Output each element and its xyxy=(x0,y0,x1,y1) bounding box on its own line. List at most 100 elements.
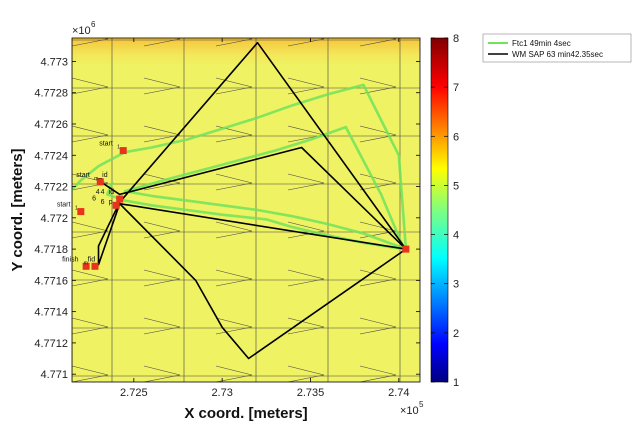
y-tick-label: 4.773 xyxy=(40,56,68,68)
x-tick-label: 2.73 xyxy=(211,387,232,399)
marker-label-sub: m xyxy=(94,176,98,182)
colorbar-ticks: 1 2 3 4 5 6 7 8 xyxy=(431,33,459,389)
field-arrow xyxy=(143,77,181,95)
field-arrow xyxy=(359,38,397,47)
y-tick-label: 4.772 xyxy=(40,213,68,225)
marker-label-sub: m xyxy=(84,260,88,266)
field-arrow xyxy=(143,38,181,47)
y-axis-label: Y coord. [meters] xyxy=(9,148,26,271)
cluster-annotation: id xyxy=(109,189,115,196)
legend-label-ftc1: Ftc1 49min 4sec xyxy=(512,39,571,48)
marker-label-suffix: fid xyxy=(88,256,96,263)
marker-label: 4 xyxy=(96,189,100,196)
field-arrow xyxy=(143,173,181,191)
x-axis-label: X coord. [meters] xyxy=(184,405,307,422)
x-tick-label: 2.74 xyxy=(388,387,409,399)
colorbar-tick-label: 6 xyxy=(453,131,459,143)
y-tick-label: 4.7716 xyxy=(34,275,68,287)
colorbar-tick-label: 5 xyxy=(453,180,459,192)
marker-point xyxy=(77,208,85,216)
field-arrow xyxy=(359,125,397,143)
field-arrow xyxy=(72,221,109,239)
field-arrow xyxy=(143,365,181,382)
field-arrow xyxy=(215,365,253,382)
marker-label: start xyxy=(99,141,113,148)
field-arrow xyxy=(215,173,253,191)
x-axis: 2.725 2.73 2.735 2.74 xyxy=(120,38,410,399)
field-arrow xyxy=(143,125,181,143)
colorbar-tick-label: 2 xyxy=(453,328,459,340)
field-arrow xyxy=(215,125,253,143)
marker-label-sub: 1 xyxy=(117,145,120,151)
field-arrow xyxy=(72,365,109,382)
field-arrow xyxy=(72,125,109,143)
field-arrow xyxy=(287,77,325,95)
plot-top-band xyxy=(72,38,420,66)
y-axis: 4.771 4.7712 4.7714 4.7716 4.7718 4.772 4.7722… xyxy=(34,56,420,381)
marker-label: start xyxy=(57,202,71,209)
field-arrow xyxy=(72,317,109,335)
cluster-annotation: 6 xyxy=(101,199,105,206)
legend-box xyxy=(482,33,632,63)
field-arrow xyxy=(72,269,109,287)
field-arrow xyxy=(287,38,325,47)
series-line-ftc1 xyxy=(72,83,408,251)
y-tick-label: 4.7722 xyxy=(34,182,68,194)
colorbar xyxy=(430,37,449,383)
field-arrow xyxy=(359,317,397,335)
field-arrow xyxy=(143,269,181,287)
field-arrow xyxy=(72,77,109,95)
legend: Ftc1 49min 4sec WM SAP 63 min42.35sec xyxy=(482,33,632,63)
y-axis-multiplier-exp: 6 xyxy=(91,20,96,29)
marker-label: 6 xyxy=(92,195,96,202)
field-arrow xyxy=(143,317,181,335)
marker-label: start xyxy=(76,172,90,179)
marker-point xyxy=(119,147,127,155)
field-arrow xyxy=(215,38,253,47)
colorbar-tick-label: 8 xyxy=(453,33,459,45)
field-arrow xyxy=(287,173,325,191)
marker-point xyxy=(91,262,99,270)
marker-point xyxy=(116,195,124,203)
colorbar-tick-label: 4 xyxy=(453,230,459,242)
field-arrow xyxy=(287,221,325,239)
marker-point xyxy=(82,262,90,270)
y-tick-label: 4.7728 xyxy=(34,88,68,100)
marker-label-sub: 1 xyxy=(75,206,78,212)
field-arrow xyxy=(215,317,253,335)
y-tick-label: 4.7714 xyxy=(34,307,68,319)
field-arrow xyxy=(215,269,253,287)
field-arrow xyxy=(72,38,109,47)
series-layer xyxy=(72,41,408,360)
vector-field xyxy=(72,38,420,382)
x-axis-multiplier: ×10 xyxy=(400,405,419,417)
colorbar-tick-label: 3 xyxy=(453,279,459,291)
colorbar-tick-label: 7 xyxy=(453,82,459,94)
field-arrow xyxy=(359,365,397,382)
legend-label-wm-sap: WM SAP 63 min42.35sec xyxy=(512,50,603,59)
field-arrow xyxy=(215,221,253,239)
field-arrow xyxy=(215,77,253,95)
x-axis-multiplier-exp: 5 xyxy=(419,400,424,409)
series-line-wm-sap xyxy=(97,41,407,360)
x-tick-label: 2.735 xyxy=(297,387,325,399)
field-arrow xyxy=(287,317,325,335)
field-arrow xyxy=(287,269,325,287)
y-tick-label: 4.7726 xyxy=(34,119,68,131)
marker-point xyxy=(96,178,104,186)
marker-point xyxy=(112,201,120,209)
marker-point xyxy=(402,245,410,253)
cluster-annotation: 4 xyxy=(101,189,105,196)
colorbar-tick-label: 1 xyxy=(453,377,459,389)
field-arrow xyxy=(287,365,325,382)
y-tick-label: 4.7724 xyxy=(34,150,68,162)
cluster-annotation: p xyxy=(109,199,113,206)
field-arrow xyxy=(359,77,397,95)
field-arrow xyxy=(143,221,181,239)
marker-label-suffix: _id xyxy=(97,172,107,179)
y-tick-label: 4.771 xyxy=(40,369,68,381)
plot-background xyxy=(72,38,420,382)
y-tick-label: 4.7712 xyxy=(34,338,68,350)
